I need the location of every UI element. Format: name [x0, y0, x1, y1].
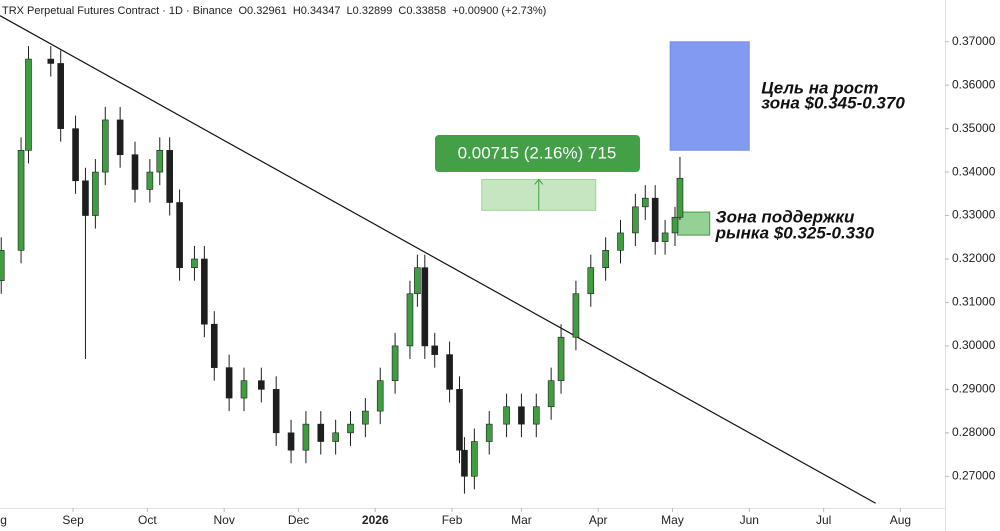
candle-body — [446, 354, 453, 390]
trendline — [0, 15, 876, 504]
candle-body — [557, 336, 565, 381]
plot-area — [0, 15, 876, 504]
candle-body — [347, 423, 354, 434]
candle-body — [376, 380, 384, 412]
candle-body — [17, 150, 25, 251]
y-tick-label: 0.32000 — [952, 251, 996, 265]
candle-body — [258, 380, 265, 390]
candle-body — [166, 150, 173, 203]
y-tick-label: 0.37000 — [952, 34, 996, 48]
y-tick-label: 0.27000 — [952, 468, 996, 482]
candle-body — [82, 180, 89, 216]
header-ohlc: O0.32961 — [238, 5, 286, 17]
candle-body — [225, 367, 233, 399]
candle-body — [272, 389, 280, 434]
x-tick-label: Oct — [138, 513, 157, 527]
header-ohlc: C0.33858 — [398, 5, 446, 17]
x-tick-label: Aug — [0, 513, 7, 527]
candle-body — [414, 267, 421, 295]
x-tick-label: Apr — [589, 513, 608, 527]
candle-body — [210, 323, 218, 368]
support-label: Зона поддержки — [716, 207, 855, 226]
x-tick-label: Sep — [62, 513, 84, 527]
candle-body — [0, 250, 5, 282]
candle-body — [518, 406, 525, 425]
candle-body — [191, 258, 198, 268]
candle-body — [302, 423, 310, 451]
measure-label-box — [435, 135, 640, 172]
x-tick-label: Jul — [816, 513, 831, 527]
header-symbol: TRX Perpetual Futures Contract · 1D · Bi… — [2, 5, 232, 17]
candle-body — [317, 423, 325, 442]
x-tick-label: Jun — [740, 513, 759, 527]
header-ohlc: +0.00900 (+2.73%) — [452, 5, 546, 17]
candle-body — [617, 232, 624, 251]
measure-arrow-head — [534, 178, 544, 185]
x-tick-label: Nov — [214, 513, 235, 527]
candle-body — [602, 250, 609, 268]
y-tick-label: 0.28000 — [952, 425, 996, 439]
measure-label: 0.00715 (2.16%) 715 — [458, 143, 617, 162]
candle-body — [391, 345, 399, 381]
x-tick-label: Mar — [511, 513, 532, 527]
candle-body — [47, 58, 55, 64]
x-tick-label: Aug — [890, 513, 911, 527]
y-tick-label: 0.34000 — [952, 164, 996, 178]
candle-body — [632, 206, 639, 234]
x-tick-label: Dec — [288, 513, 309, 527]
candle-body — [72, 128, 79, 182]
target-label: Цель на рост — [761, 78, 878, 97]
candle-body — [641, 197, 649, 208]
header: TRX Perpetual Futures Contract · 1D · Bi… — [2, 5, 546, 17]
candle-body — [406, 293, 414, 347]
candle-body — [503, 406, 510, 425]
y-tick-label: 0.36000 — [952, 77, 996, 91]
candle-body — [456, 389, 463, 451]
candle-body — [671, 216, 679, 234]
candle-body — [661, 232, 669, 242]
candle-body — [287, 432, 295, 451]
candle-body — [240, 380, 248, 399]
support-label: рынка $0.325-0.330 — [715, 223, 875, 242]
y-tick-label: 0.35000 — [952, 121, 996, 135]
y-tick-label: 0.33000 — [952, 208, 996, 222]
candle-body — [471, 441, 478, 477]
candle-body — [176, 202, 183, 268]
candle-body — [332, 432, 339, 442]
y-tick-label: 0.29000 — [952, 382, 996, 396]
x-tick-label: May — [661, 513, 684, 527]
candle-body — [651, 197, 659, 242]
candle-body — [25, 58, 32, 151]
candle-body — [532, 406, 540, 425]
x-tick-label: Feb — [442, 513, 463, 527]
x-tick-label: 2026 — [362, 513, 389, 527]
header-ohlc: H0.34347 — [293, 5, 341, 17]
candle-body — [572, 293, 580, 338]
candle-body — [92, 171, 99, 216]
candle-body — [57, 63, 64, 129]
candle-body — [547, 380, 555, 408]
candle-body — [676, 177, 684, 218]
candle-body — [587, 267, 595, 295]
candle-body — [362, 410, 369, 425]
candle-body — [116, 119, 124, 156]
y-tick-label: 0.31000 — [952, 295, 996, 309]
candle-body — [131, 154, 139, 190]
candle-body — [461, 449, 468, 477]
candle-body — [156, 150, 164, 173]
candle-body — [431, 345, 439, 355]
target-zone — [669, 41, 750, 151]
candle-body — [101, 119, 109, 173]
y-tick-label: 0.30000 — [952, 338, 996, 352]
candle-body — [421, 267, 429, 347]
target-label: зона $0.345-0.370 — [761, 93, 905, 112]
header-ohlc: L0.32899 — [347, 5, 393, 17]
candle-body — [201, 258, 208, 325]
candle-body — [485, 423, 493, 442]
candle-body — [146, 171, 154, 190]
